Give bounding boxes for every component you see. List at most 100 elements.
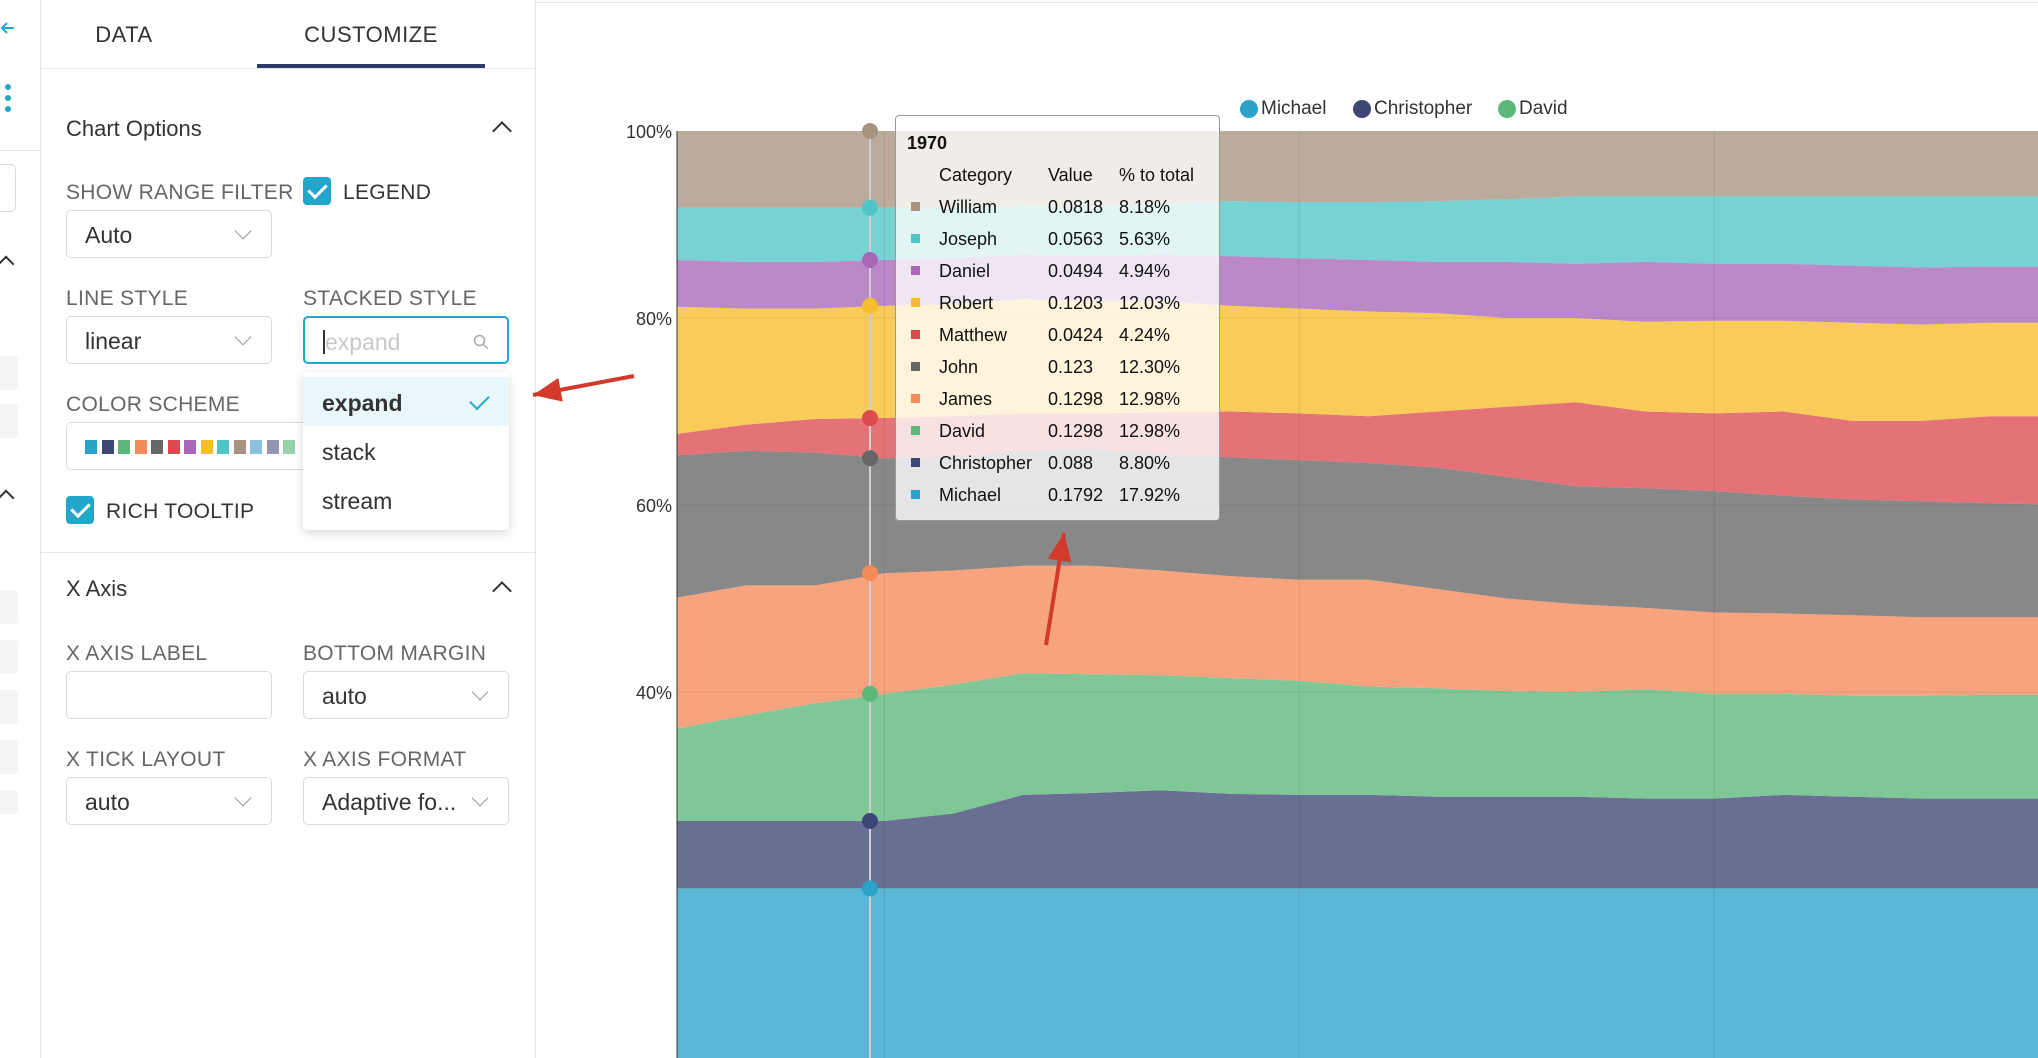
bottom-margin-select[interactable]: auto <box>303 671 509 719</box>
option-stack[interactable]: stack <box>303 426 509 475</box>
tab-customize[interactable]: CUSTOMIZE <box>304 22 438 47</box>
tooltip-title: 1970 <box>907 133 948 153</box>
color-swatch <box>266 440 279 454</box>
chart-top-border <box>536 2 2038 3</box>
tooltip-value: 0.1203 <box>1048 293 1104 313</box>
rich-tooltip-checkbox[interactable] <box>66 496 94 524</box>
color-swatch <box>118 440 130 454</box>
legend-dot-michael[interactable] <box>1240 100 1258 118</box>
color-swatch <box>217 440 229 454</box>
x-axis-label-label: X AXIS LABEL <box>66 642 208 665</box>
hover-dot-matthew <box>862 410 878 427</box>
tooltip-color-square <box>911 202 920 211</box>
strip-item[interactable] <box>0 740 18 774</box>
strip-item[interactable] <box>0 356 18 390</box>
tooltip-pct: 5.63% <box>1119 229 1171 249</box>
x-axis-format-label: X AXIS FORMAT <box>303 748 467 771</box>
y-tick-labels: 100% 80% 60% 40% <box>626 122 672 703</box>
color-swatch <box>167 440 180 454</box>
hover-dot-james <box>862 565 878 582</box>
strip-item[interactable] <box>0 790 18 814</box>
strip-item[interactable] <box>0 640 18 674</box>
x-axis-format-select[interactable]: Adaptive fo... <box>303 777 509 825</box>
tooltip-pct: 12.98% <box>1119 421 1181 441</box>
color-swatch <box>233 440 246 454</box>
tooltip-pct: 4.94% <box>1119 261 1171 281</box>
tooltip-category: David <box>939 421 986 441</box>
left-sidebar-strip <box>0 0 41 1058</box>
option-stream[interactable]: stream <box>303 475 509 524</box>
bottom-margin-label: BOTTOM MARGIN <box>303 642 487 665</box>
hover-dot-joseph <box>862 199 878 216</box>
strip-item[interactable] <box>0 690 18 724</box>
tab-data[interactable]: DATA <box>95 22 153 47</box>
legend-item-christopher[interactable]: Christopher <box>1374 98 1473 119</box>
hover-dots <box>862 123 878 897</box>
legend-checkbox[interactable] <box>303 177 331 205</box>
area-james <box>677 565 2038 729</box>
tooltip-category: Robert <box>939 293 994 313</box>
tooltip-pct: 12.98% <box>1119 389 1181 409</box>
color-swatch <box>283 440 295 454</box>
color-scheme-select[interactable] <box>66 422 316 470</box>
x-tick-layout-label: X TICK LAYOUT <box>66 748 226 771</box>
tooltip-value: 0.0818 <box>1048 197 1104 217</box>
tooltip-value: 0.1298 <box>1048 421 1104 441</box>
tooltip-pct: 12.03% <box>1119 293 1181 313</box>
color-swatch <box>85 440 97 454</box>
tooltip-header-pct: % to total <box>1119 165 1195 185</box>
hover-dot-christopher <box>862 813 878 830</box>
strip-item[interactable] <box>0 404 18 438</box>
select-value: auto <box>322 683 367 709</box>
legend-dot-christopher[interactable] <box>1353 100 1371 118</box>
tooltip-pct: 4.24% <box>1119 325 1171 345</box>
select-value: Adaptive fo... <box>322 789 457 815</box>
color-swatch <box>101 440 114 454</box>
color-swatch <box>184 440 196 454</box>
hover-dot-david <box>862 685 878 702</box>
back-arrow-icon[interactable] <box>0 18 16 38</box>
stacked-style-placeholder: expand <box>325 329 401 355</box>
strip-item[interactable] <box>0 590 18 624</box>
option-expand[interactable]: expand <box>303 377 509 426</box>
tooltip-value: 0.1792 <box>1048 485 1104 505</box>
control-panel: DATA CUSTOMIZE Chart Options SHOW RANGE … <box>41 0 536 1058</box>
text-cursor <box>323 330 325 354</box>
stacked-style-select[interactable]: expand <box>303 316 509 364</box>
tooltip-pct: 8.18% <box>1119 197 1171 217</box>
y-tick-label: 80% <box>636 309 672 329</box>
tooltip-category: Daniel <box>939 261 991 281</box>
line-style-label: LINE STYLE <box>66 287 189 310</box>
y-tick-label: 100% <box>626 122 672 142</box>
active-tab-indicator <box>257 64 485 68</box>
search-icon <box>473 334 489 350</box>
hover-dot-william <box>862 123 878 139</box>
legend-item-michael[interactable]: Michael <box>1261 98 1327 119</box>
y-tick-label: 60% <box>636 496 672 516</box>
hover-dot-daniel <box>862 252 878 269</box>
line-style-select[interactable]: linear <box>66 316 272 364</box>
stacked-style-dropdown: expand stack stream <box>303 372 509 530</box>
tooltip-category: Christopher <box>939 453 1033 473</box>
tooltip-category: Michael <box>939 485 1002 505</box>
x-tick-layout-select[interactable]: auto <box>66 777 272 825</box>
tooltip-color-square <box>911 426 920 435</box>
x-axis-label-input[interactable] <box>66 671 272 719</box>
tooltip-header-category: Category <box>939 165 1013 185</box>
x-axis-title[interactable]: X Axis <box>66 576 128 601</box>
tabs-divider <box>41 68 535 69</box>
tooltip-color-square <box>911 394 920 403</box>
show-range-filter-select[interactable]: Auto <box>66 210 272 258</box>
strip-search-box[interactable] <box>0 164 16 212</box>
option-label: stream <box>322 488 393 514</box>
tooltip-color-square <box>911 490 920 499</box>
legend-dot-david[interactable] <box>1498 100 1516 118</box>
tooltip-category: William <box>939 197 997 217</box>
tooltip-value: 0.088 <box>1048 453 1094 473</box>
legend-item-david[interactable]: David <box>1519 98 1568 119</box>
more-vertical-icon[interactable] <box>3 82 13 114</box>
stacked-style-label: STACKED STYLE <box>303 287 477 310</box>
tooltip-category: Joseph <box>939 229 998 249</box>
chart-options-title[interactable]: Chart Options <box>66 116 202 141</box>
tooltip-value: 0.1298 <box>1048 389 1104 409</box>
